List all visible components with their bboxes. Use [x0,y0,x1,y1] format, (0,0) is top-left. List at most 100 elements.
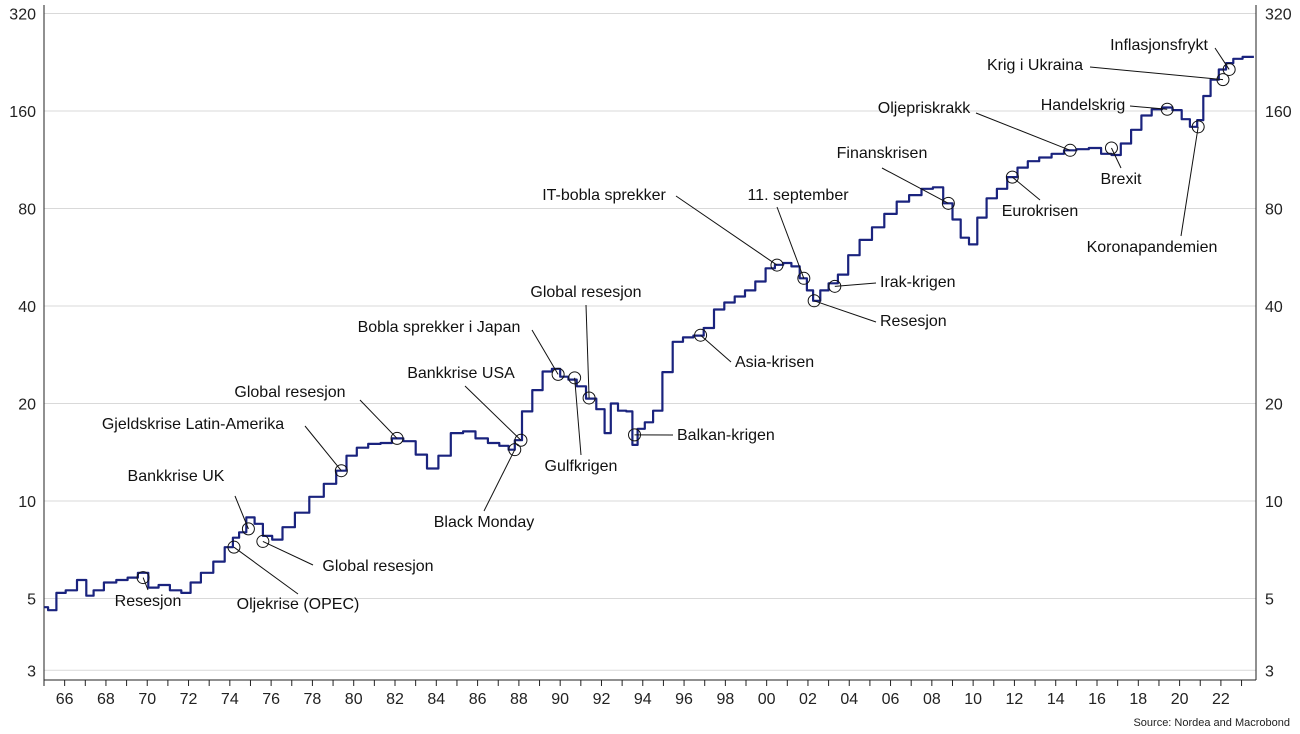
annotation-label: Inflasjonsfrykt [1110,37,1208,54]
annotation: Inflasjonsfrykt [1110,37,1236,76]
annotation: Krig i Ukraina [987,57,1230,87]
annotation-marker [551,367,565,381]
annotation: Irak-krigen [828,274,956,293]
y-axis-left-ticks: 3 5 10 20 40 80 160 320 [9,7,36,681]
annotation-marker [1191,120,1205,134]
annotation: Global resesjon [530,284,642,405]
annotation-leader [975,112,1071,151]
x-tick-label: 04 [840,691,858,708]
annotation-label: Bankkrise USA [407,365,515,382]
x-tick-label: 70 [138,691,156,708]
y-tick-label-left: 80 [18,202,36,219]
x-tick-label: 72 [180,691,198,708]
annotation-marker [136,571,150,585]
x-tick-label: 96 [675,691,693,708]
annotation-label: Krig i Ukraina [987,57,1083,74]
annotation-label: Oljepriskrakk [878,100,971,117]
annotation-label: Brexit [1101,171,1142,188]
x-tick-label: 18 [1129,691,1147,708]
annotation-marker [941,196,955,210]
annotation-label: Irak-krigen [880,274,956,291]
annotation-marker [508,443,522,457]
annotation-marker [694,328,708,342]
annotation-leader [1111,147,1122,169]
x-tick-label: 66 [56,691,74,708]
annotation-label: Bankkrise UK [128,468,225,485]
annotation: Oljepriskrakk [878,100,1077,157]
annotation-label: Koronapandemien [1087,239,1218,256]
annotation: Gjeldskrise Latin-Amerika [102,416,348,478]
y-tick-label-right: 5 [1265,591,1274,608]
annotation-label: Oljekrise (OPEC) [237,596,360,613]
annotation: Finanskrisen [837,145,955,210]
annotation-label: Finanskrisen [837,145,928,162]
y-tick-label-left: 10 [18,494,36,511]
annotation: Oljekrise (OPEC) [227,540,360,613]
x-tick-label: 98 [716,691,734,708]
annotation-marker [334,464,348,478]
annotation-leader [1214,47,1230,70]
annotation: Resesjon [115,571,182,610]
x-tick-label: 84 [427,691,445,708]
x-tick-label: 06 [882,691,900,708]
annotation-marker [241,522,255,536]
y-axis-right-ticks: 3 5 10 20 40 80 160 320 [1265,7,1292,681]
annotation-label: Black Monday [434,514,535,531]
annotation-label: Resesjon [115,593,182,610]
annotation: Global resesjon [256,534,434,575]
annotation-marker [390,431,404,445]
x-tick-label: 78 [304,691,322,708]
x-tick-label: 16 [1088,691,1106,708]
annotation-leader [813,300,877,323]
y-tick-label-right: 3 [1265,663,1274,680]
annotation-leader [233,546,299,595]
annotation-marker [1104,141,1118,155]
annotation-leader [142,577,149,591]
x-tick-label: 20 [1171,691,1189,708]
annotation: Bankkrise UK [128,468,255,536]
annotation-leader [700,334,732,363]
annotation: Asia-krisen [694,328,814,371]
annotation-label: Asia-krisen [735,354,814,371]
x-tick-label: 02 [799,691,817,708]
y-tick-label-right: 40 [1265,299,1283,316]
annotation-label: Balkan-krigen [677,427,775,444]
annotation: Eurokrisen [1002,170,1078,220]
annotation-leader [675,195,778,266]
x-tick-label: 00 [758,691,776,708]
source-note: Source: Nordea and Macrobond [1133,717,1290,729]
annotation-label: Global resesjon [322,558,433,575]
annotation: 11. september [747,187,849,285]
y-tick-label-left: 3 [27,663,36,680]
annotation-label: Gulfkrigen [545,458,618,475]
annotation-leader [262,540,314,566]
annotation-marker [1222,62,1236,76]
series-line [44,55,1254,612]
annotation-marker [628,428,642,442]
x-tick-label: 14 [1047,691,1065,708]
y-tick-label-left: 320 [9,7,36,24]
x-tick-label: 68 [97,691,115,708]
annotation: Koronapandemien [1087,120,1218,256]
y-tick-label-right: 80 [1265,202,1283,219]
annotation: IT-bobla sprekker [542,187,784,272]
x-tick-label: 88 [510,691,528,708]
annotation-leader [464,385,522,441]
annotation-marker [807,294,821,308]
x-tick-label: 94 [634,691,652,708]
annotation-label: Gjeldskrise Latin-Amerika [102,416,284,433]
annotation-marker [770,258,784,272]
annotation-label: Global resesjon [234,384,345,401]
annotation-label: Handelskrig [1041,97,1125,114]
annotation-leader [1089,66,1224,81]
x-tick-label: 74 [221,691,239,708]
annotation-marker [1005,170,1019,184]
annotation-marker [797,271,811,285]
annotation-marker [227,540,241,554]
annotation-leader [881,167,949,204]
annotation-leader [1180,126,1199,237]
gridlines [44,13,1256,671]
annotation-label: Resesjon [880,313,947,330]
annotation: Brexit [1101,141,1142,188]
annotation-label: Global resesjon [530,284,641,301]
